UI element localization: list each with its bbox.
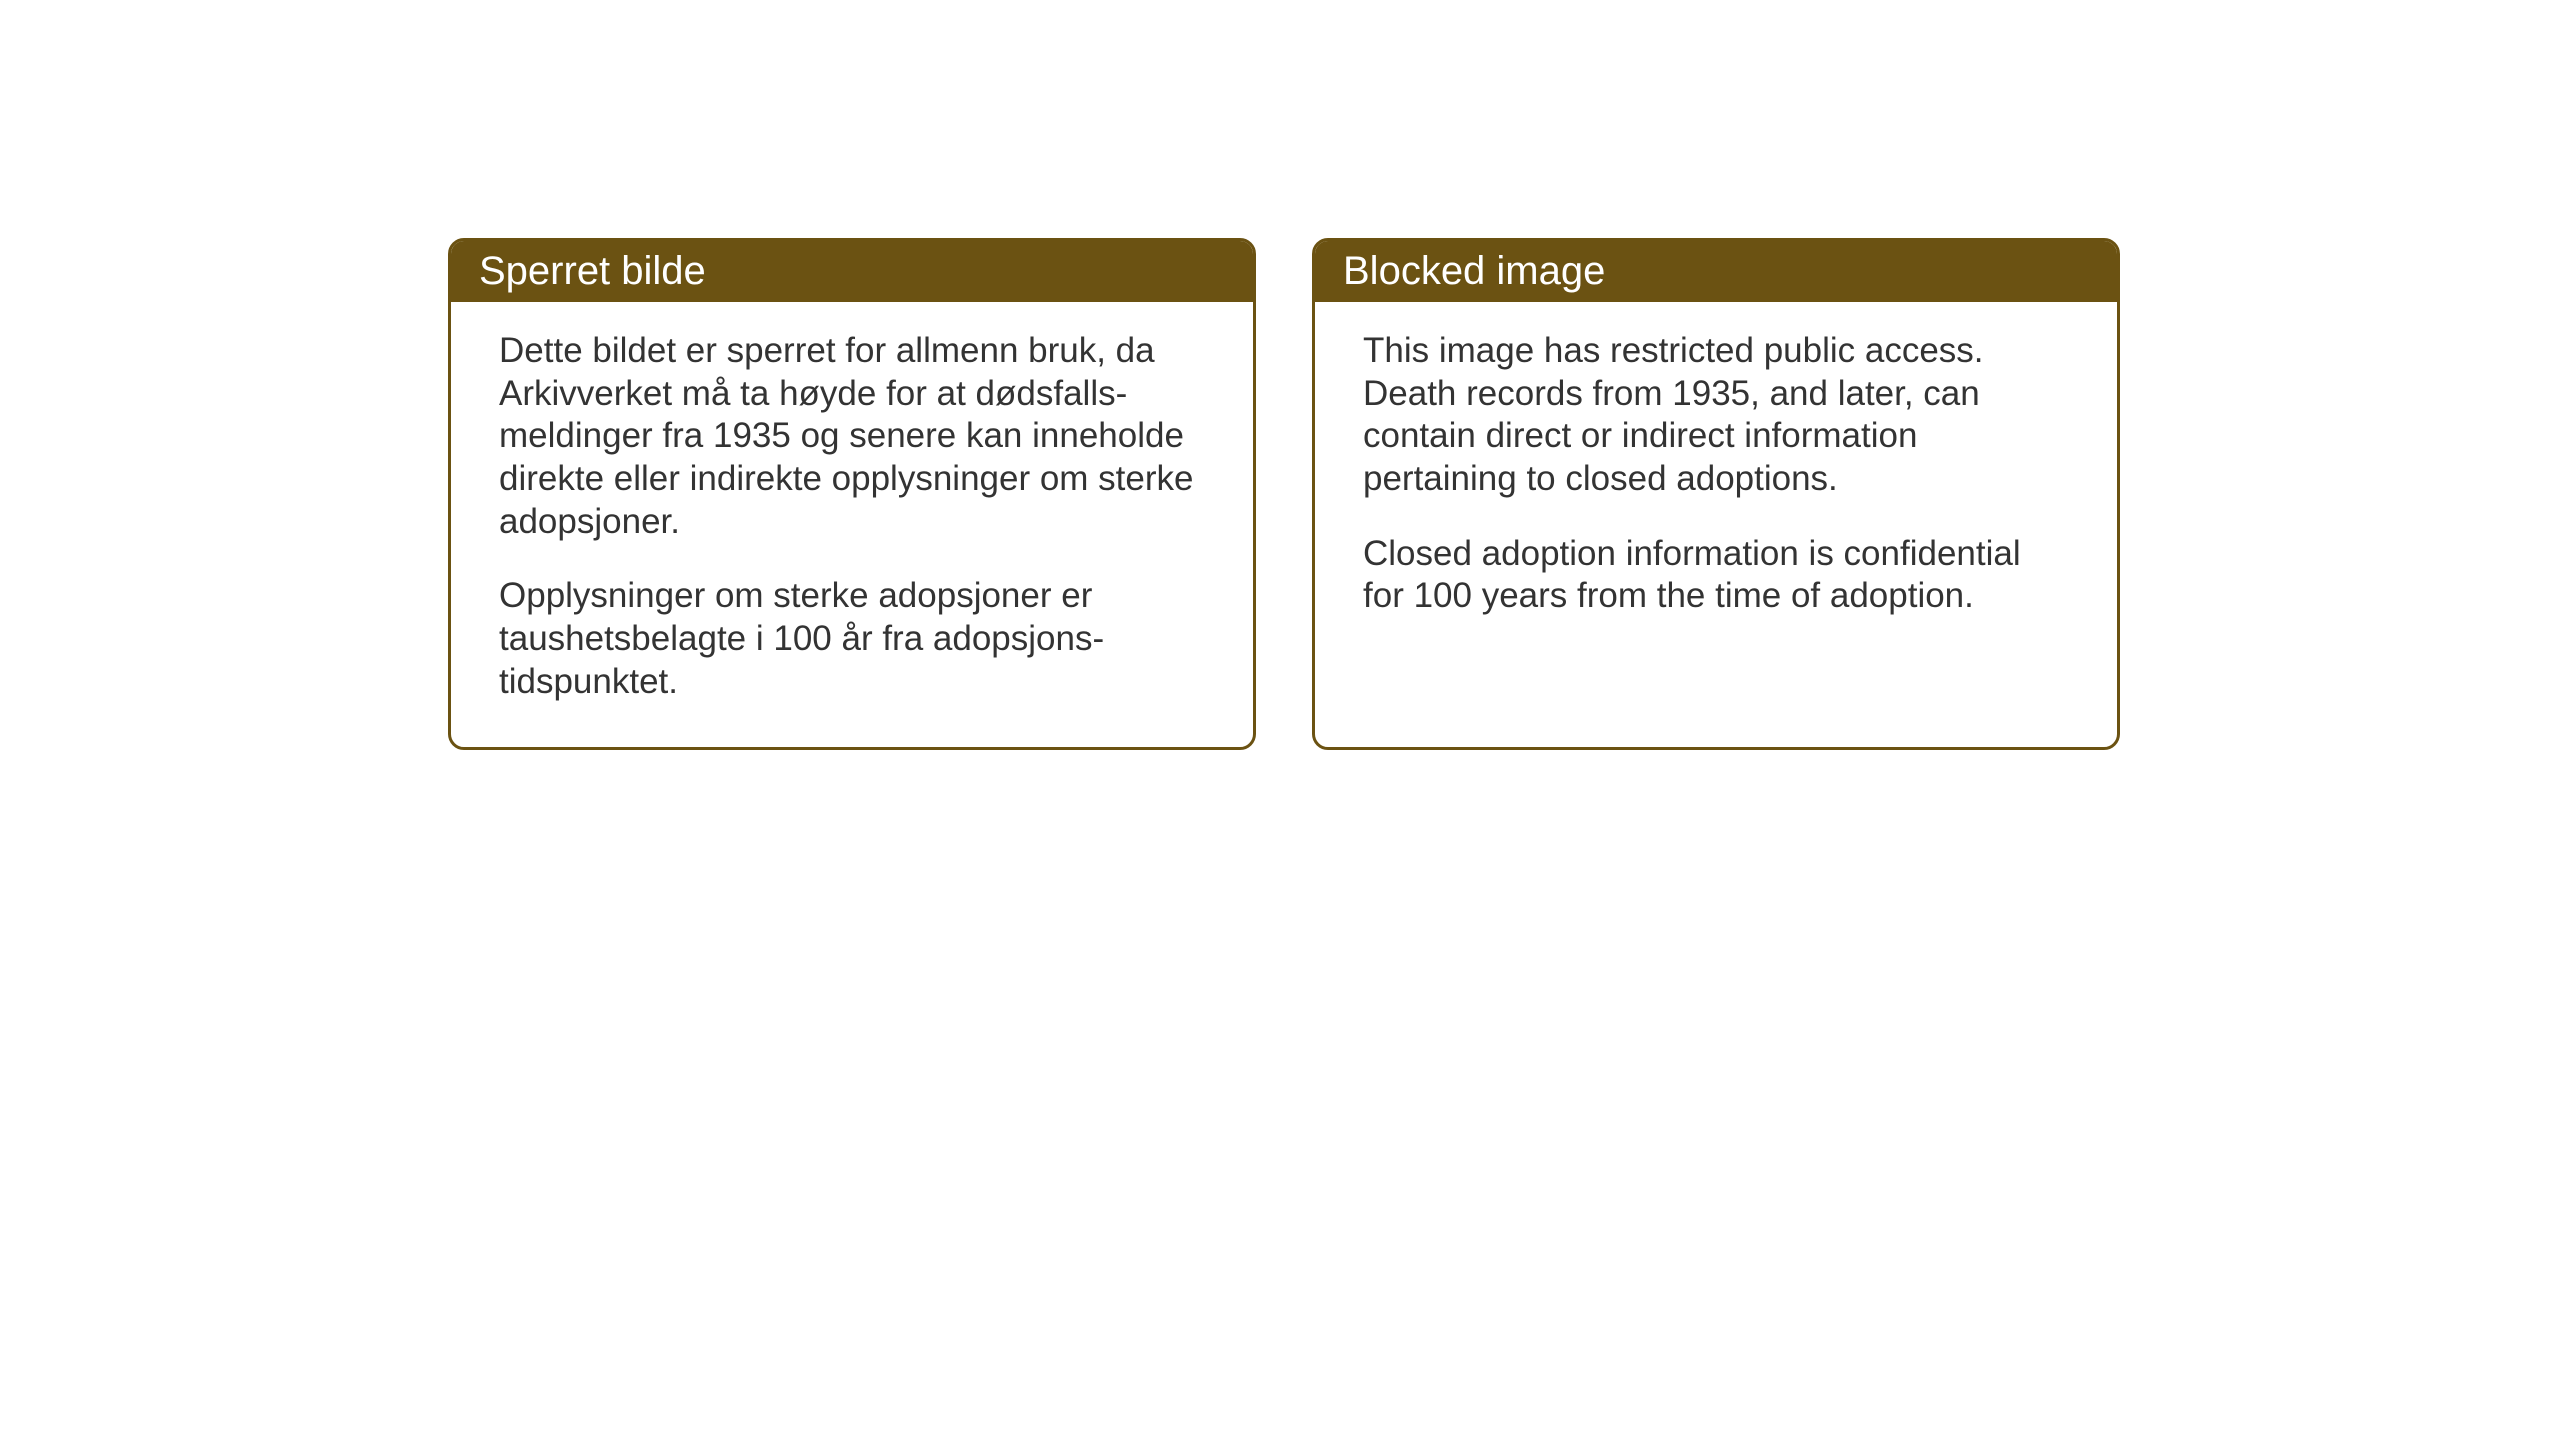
notice-paragraph: Closed adoption information is confident… — [1363, 533, 2069, 618]
notice-paragraph: This image has restricted public access.… — [1363, 330, 2069, 501]
notice-container: Sperret bilde Dette bildet er sperret fo… — [448, 238, 2120, 750]
notice-header-english: Blocked image — [1315, 241, 2117, 302]
notice-body-norwegian: Dette bildet er sperret for allmenn bruk… — [451, 302, 1253, 740]
notice-paragraph: Dette bildet er sperret for allmenn bruk… — [499, 330, 1205, 543]
notice-header-norwegian: Sperret bilde — [451, 241, 1253, 302]
notice-paragraph: Opplysninger om sterke adopsjoner er tau… — [499, 575, 1205, 703]
notice-body-english: This image has restricted public access.… — [1315, 302, 2117, 654]
notice-box-norwegian: Sperret bilde Dette bildet er sperret fo… — [448, 238, 1256, 750]
notice-box-english: Blocked image This image has restricted … — [1312, 238, 2120, 750]
